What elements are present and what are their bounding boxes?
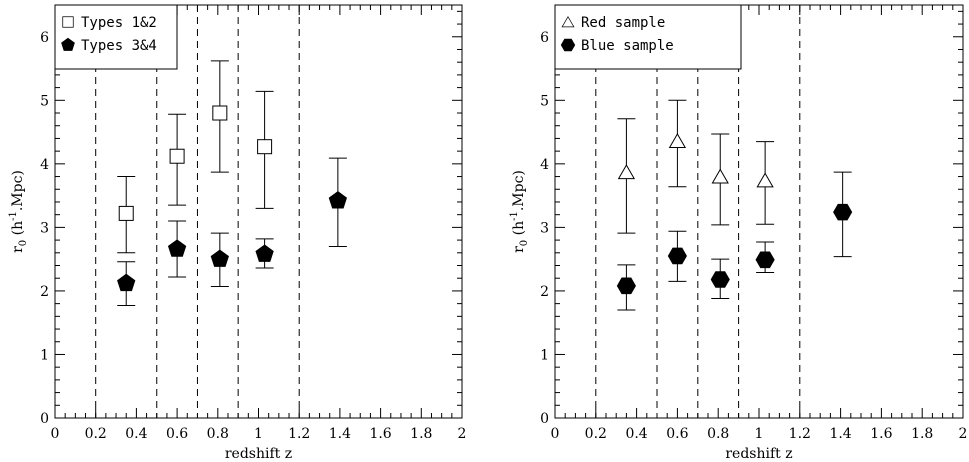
y-tick-label: 5 — [540, 93, 549, 109]
y-tick-label: 0 — [40, 411, 49, 427]
legend: Red sample Blue sample — [555, 5, 741, 69]
series-red-sample — [617, 100, 774, 233]
x-axis-title: redshift z — [225, 446, 292, 462]
data-point — [211, 250, 228, 266]
x-tick-label: 0.6 — [166, 426, 188, 442]
y-tick-label: 3 — [40, 220, 49, 236]
x-tick-label: 1.8 — [911, 426, 933, 442]
x-tick-label: 1.6 — [369, 426, 391, 442]
data-point — [712, 170, 728, 184]
x-tick-label: 1.4 — [829, 426, 851, 442]
x-tick-label: 0.4 — [125, 426, 147, 442]
y-axis-title: r0 (h-1.Mpc) — [509, 170, 530, 253]
data-point — [256, 245, 273, 261]
y-tick-label: 5 — [40, 93, 49, 109]
series-types-3-4 — [117, 158, 347, 305]
x-tick-label: 0.2 — [585, 426, 607, 442]
data-point — [213, 106, 227, 120]
legend-label: Red sample — [581, 15, 665, 31]
data-point — [258, 140, 272, 154]
data-point — [619, 165, 635, 179]
y-tick-label: 3 — [540, 220, 549, 236]
x-tick-label: 0.8 — [707, 426, 729, 442]
x-tick-label: 1.2 — [789, 426, 811, 442]
x-axis-title: redshift z — [725, 446, 792, 462]
series-blue-sample — [617, 172, 851, 310]
data-point — [834, 204, 852, 220]
y-tick-label: 1 — [540, 347, 549, 363]
y-tick-label: 1 — [40, 347, 49, 363]
y-tick-label: 2 — [540, 284, 549, 300]
x-tick-label: 1.4 — [329, 426, 351, 442]
chart-panel-2: 0 0.2 0.4 0.6 0.8 1 1.2 1.4 1.6 1.8 2 0 1 2 3 4 5 6 redshi… — [509, 5, 967, 462]
x-tick-label: 0.8 — [207, 426, 229, 442]
data-point — [711, 272, 729, 288]
x-tick-label: 0.2 — [85, 426, 107, 442]
x-tick-label: 2 — [959, 426, 968, 442]
data-point — [668, 248, 686, 264]
x-tick-label: 1.8 — [410, 426, 432, 442]
x-tick-label: 0.6 — [666, 426, 688, 442]
x-tick-label: 1.2 — [288, 426, 310, 442]
x-tick-label: 0 — [551, 426, 560, 442]
data-point — [329, 192, 346, 208]
data-point — [169, 240, 186, 256]
chart-panel-1: 0 0.2 0.4 0.6 0.8 1 1.2 1.4 1.6 1.8 2 0 1 2 3 4 5 6 redshi… — [8, 5, 466, 462]
legend-marker — [63, 17, 74, 28]
y-tick-label: 2 — [40, 284, 49, 300]
y-tick-label: 0 — [540, 411, 549, 427]
data-point — [118, 274, 135, 290]
legend: Types 1&2 Types 3&4 — [55, 5, 177, 69]
legend-label: Types 1&2 — [81, 15, 157, 31]
x-tick-label: 1 — [755, 426, 764, 442]
y-tick-label: 6 — [40, 30, 49, 46]
data-point — [617, 278, 635, 294]
x-tick-label: 0.4 — [625, 426, 647, 442]
y-tick-label: 6 — [540, 30, 549, 46]
y-tick-label: 4 — [540, 157, 549, 173]
data-point — [757, 173, 773, 187]
data-point — [756, 252, 774, 268]
x-tick-label: 0 — [51, 426, 60, 442]
legend-marker — [561, 39, 575, 51]
data-point — [119, 206, 133, 220]
legend-label: Blue sample — [581, 38, 674, 54]
data-point — [670, 134, 686, 148]
data-point — [170, 149, 184, 163]
x-tick-label: 1 — [254, 426, 263, 442]
y-tick-label: 4 — [40, 157, 49, 173]
legend-label: Types 3&4 — [81, 38, 157, 54]
y-axis-title: r0 (h-1.Mpc) — [8, 170, 29, 253]
x-tick-label: 2 — [458, 426, 467, 442]
x-tick-label: 1.6 — [870, 426, 892, 442]
series-types-1-2 — [117, 61, 273, 253]
